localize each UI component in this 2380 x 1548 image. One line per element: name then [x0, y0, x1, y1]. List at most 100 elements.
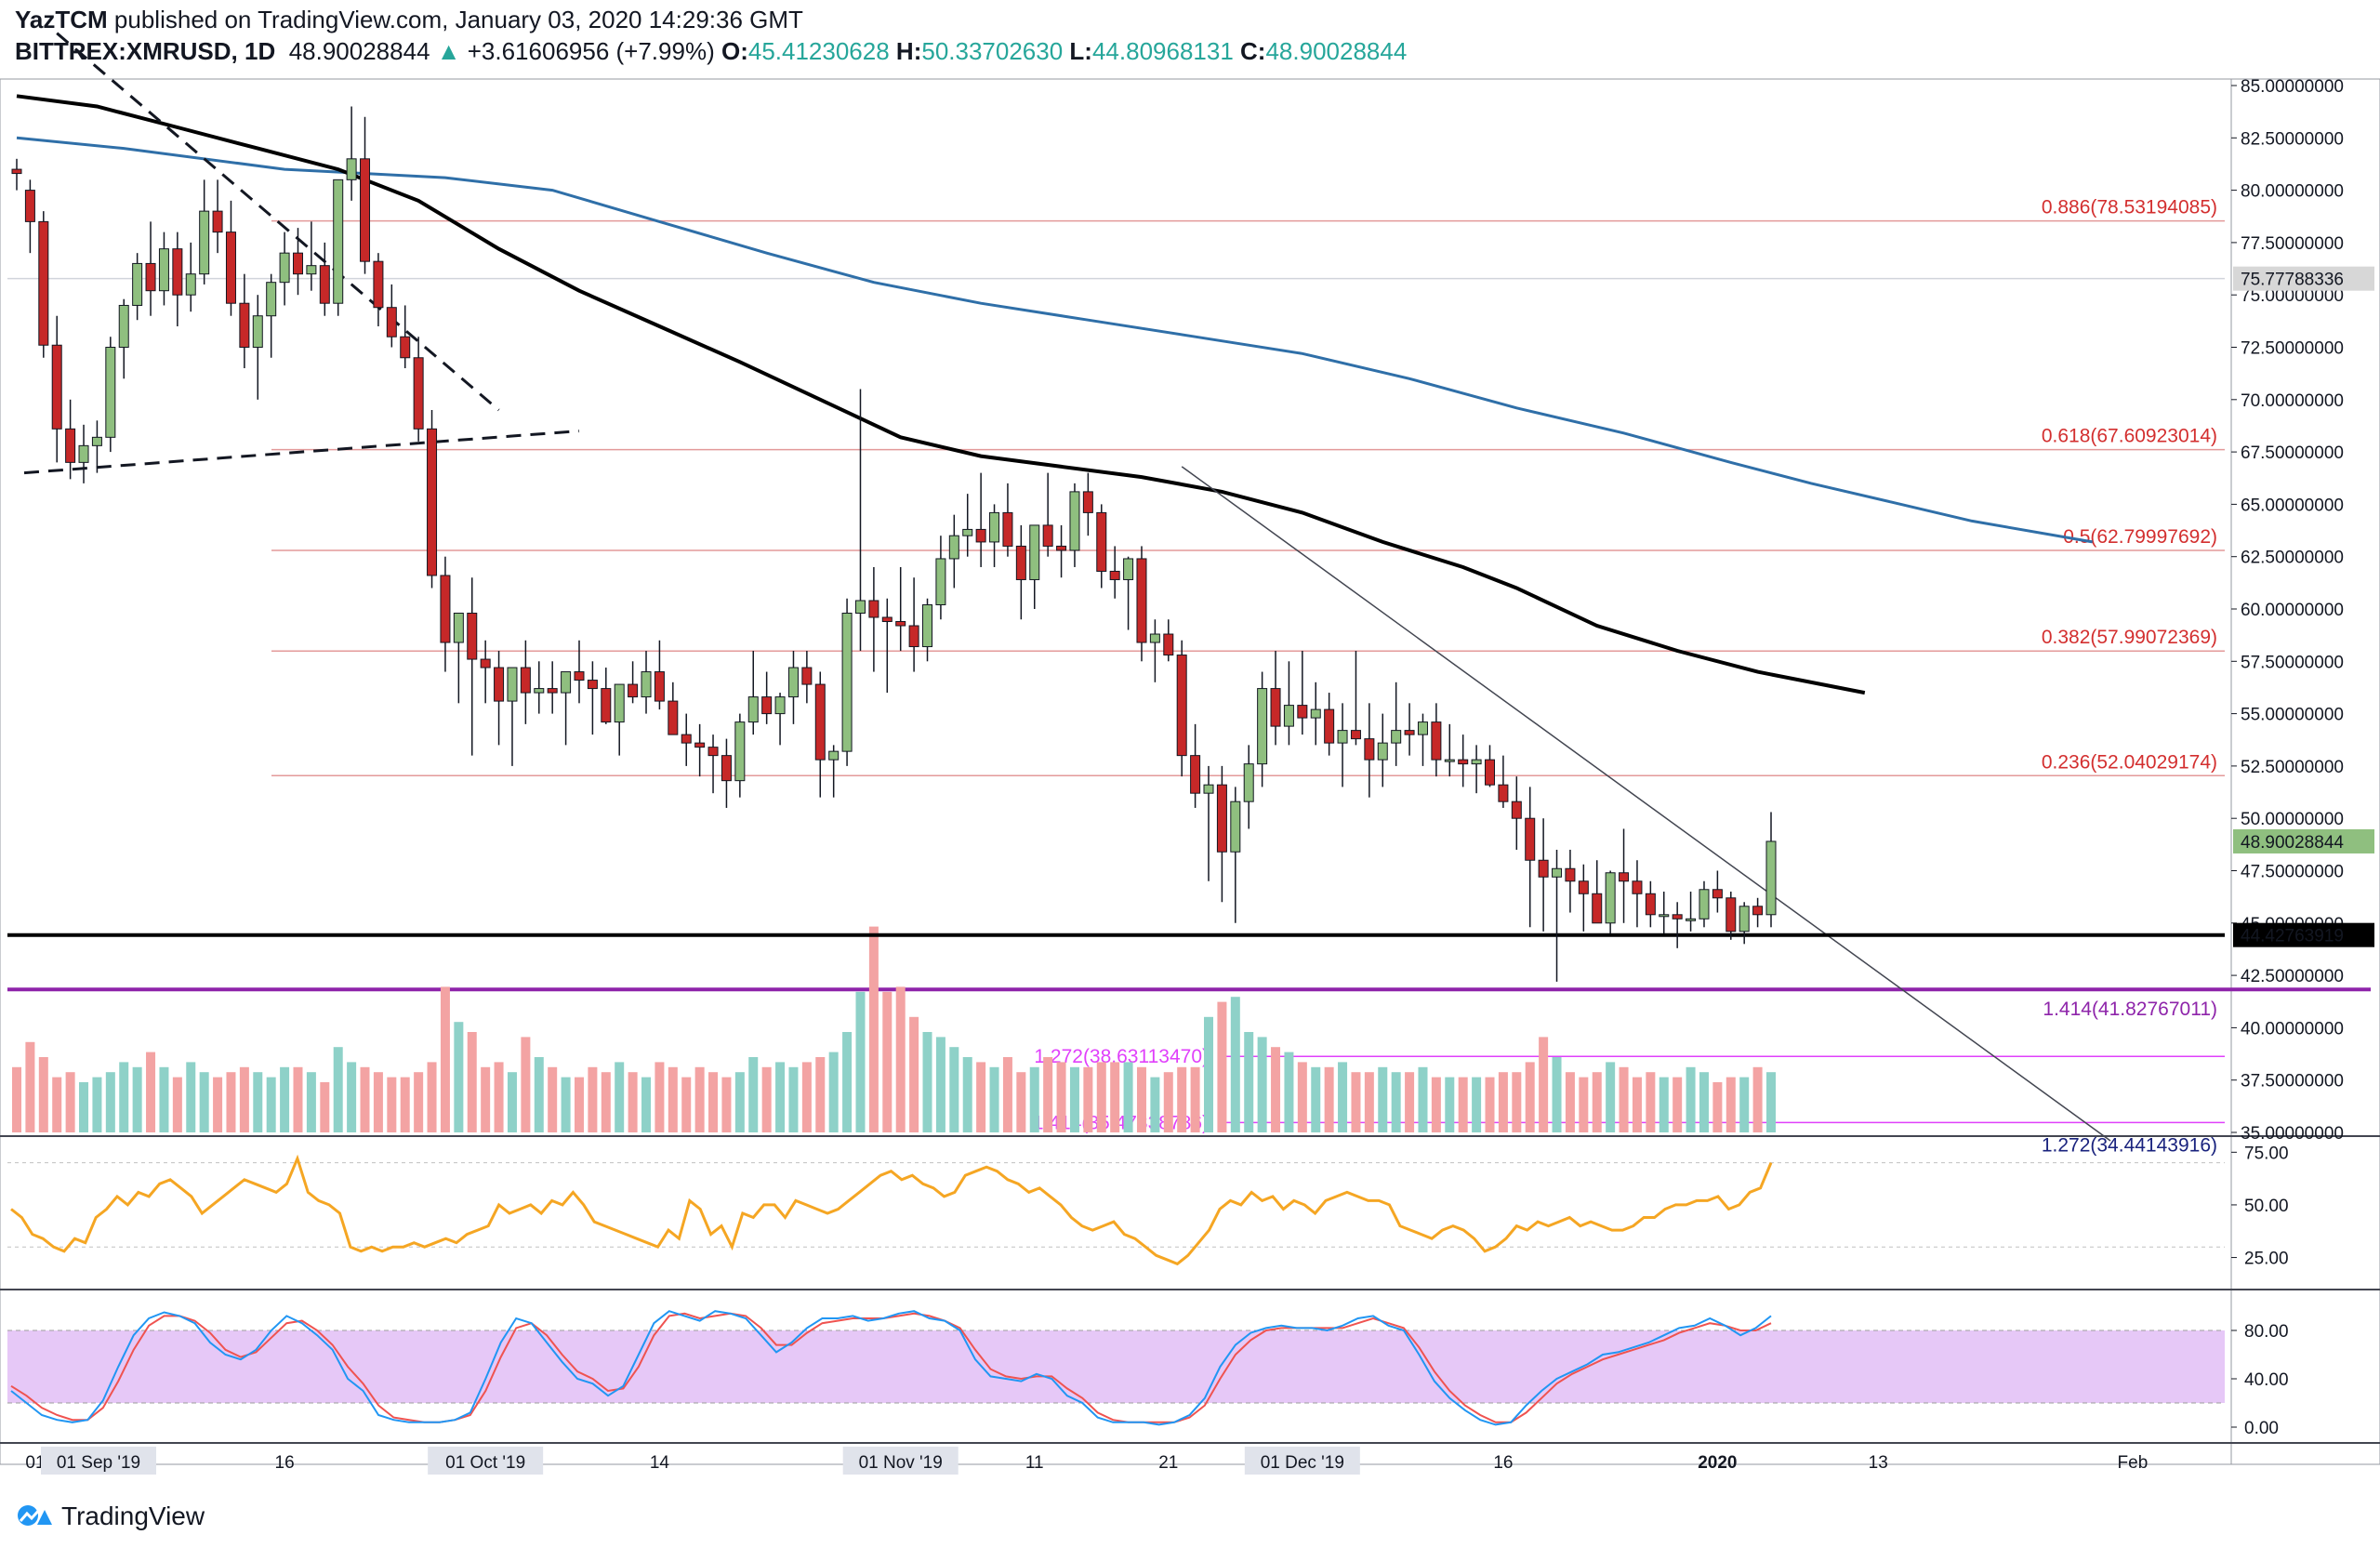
fib-level-label: 0.382(57.99072369) — [2042, 627, 2217, 648]
volume-bar — [213, 1077, 223, 1132]
time-axis-label: 01 Sep '19 — [57, 1453, 140, 1473]
candle-body — [1350, 730, 1361, 740]
candle-body — [922, 603, 933, 648]
time-axis-label: 01 Nov '19 — [859, 1453, 943, 1473]
chart-frame — [0, 78, 2380, 1465]
candle-body — [1136, 558, 1147, 643]
time-axis-label: 13 — [1869, 1453, 1888, 1473]
price-change: +3.61606956 (+7.99%) — [467, 37, 715, 65]
ohlc-legend: BITTREX:XMRUSD, 1D 48.90028844 ▲ +3.6160… — [15, 37, 1407, 66]
candle-body — [1752, 906, 1764, 916]
candle-body — [1391, 730, 1402, 744]
candle-body — [1230, 800, 1241, 853]
volume-bar — [989, 1066, 999, 1132]
fib-level-label: 0.5(62.79997692) — [2063, 526, 2217, 548]
volume-bar — [1338, 1062, 1348, 1132]
volume-bar — [1378, 1066, 1388, 1132]
volume-bar — [494, 1062, 504, 1132]
candle-body — [1645, 893, 1656, 916]
candle-body — [507, 667, 518, 702]
candle-body — [520, 667, 531, 694]
candle-body — [1069, 491, 1080, 551]
volume-bar — [414, 1072, 424, 1132]
candle-body — [1417, 721, 1428, 735]
candle-body — [386, 307, 397, 337]
volume-bar — [38, 1057, 48, 1132]
price-tick-label: 47.50000000 — [2241, 863, 2344, 882]
candle-body — [734, 721, 746, 782]
tradingview-logo[interactable]: TradingView — [17, 1502, 205, 1531]
volume-bar — [1766, 1072, 1776, 1132]
candle-body — [279, 252, 290, 284]
volume-bar — [373, 1072, 383, 1132]
volume-bar — [521, 1037, 531, 1132]
extension-level-label: 1.414(41.82767011) — [2043, 999, 2217, 1020]
candle-body — [1216, 784, 1227, 853]
price-tick-label: 35.00000000 — [2241, 1124, 2344, 1144]
volume-bar — [92, 1077, 102, 1132]
volume-bar — [681, 1077, 692, 1132]
candle-body — [1324, 708, 1335, 744]
candle-body — [681, 734, 692, 744]
candle-body — [948, 535, 959, 560]
high-label: H: — [895, 37, 922, 65]
candle-body — [1565, 867, 1576, 882]
fib-level-label: 0.886(78.53194085) — [2042, 197, 2217, 218]
candle-body — [547, 688, 558, 694]
volume-bar — [1632, 1077, 1642, 1132]
candle-body — [1149, 633, 1160, 643]
volume-bar — [1472, 1077, 1482, 1132]
candle-body — [400, 336, 411, 359]
chart-attribution: YazTCM published on TradingView.com, Jan… — [15, 6, 803, 34]
candle-body — [747, 696, 759, 723]
candle-body — [1096, 511, 1107, 572]
volume-bar — [788, 1066, 799, 1132]
volume-bar — [1123, 1062, 1133, 1132]
candle-body — [1592, 893, 1603, 924]
candle-body — [292, 252, 303, 275]
volume-bar — [427, 1062, 437, 1132]
candle-body — [614, 683, 625, 723]
volume-bar — [172, 1077, 182, 1132]
candle-body — [91, 436, 102, 446]
volume-bar — [293, 1066, 303, 1132]
stoch-band — [7, 1330, 2225, 1403]
volume-bar — [467, 1032, 477, 1132]
candle-body — [707, 747, 719, 757]
time-label-box — [1244, 1447, 1360, 1475]
volume-bar — [1739, 1077, 1750, 1132]
support-dashed-trendline — [23, 430, 580, 475]
price-tick-label: 67.50000000 — [2241, 443, 2344, 463]
symbol-label[interactable]: BITTREX:XMRUSD, 1D — [15, 37, 276, 65]
volume-bar — [1190, 1066, 1200, 1132]
volume-bar — [333, 1047, 343, 1132]
candle-body — [1109, 570, 1120, 580]
time-axis-label: 01 Dec '19 — [1261, 1453, 1344, 1473]
candle-body — [1632, 880, 1643, 894]
volume-bar — [1230, 997, 1240, 1132]
price-tick-label: 77.50000000 — [2241, 234, 2344, 254]
candle-body — [38, 220, 49, 346]
candle-body — [534, 688, 545, 694]
candle-body — [158, 248, 169, 292]
candle-body — [1444, 759, 1455, 762]
extension-level-label: 1.272(38.63113470) — [1034, 1046, 1209, 1067]
candle-body — [24, 190, 35, 222]
candle-body — [881, 616, 892, 623]
candle-body — [212, 210, 223, 233]
candle-body — [51, 344, 62, 430]
stoch-k-line — [10, 1310, 1772, 1426]
rsi-tick-label: 50.00 — [2244, 1197, 2289, 1216]
candle-body — [78, 444, 89, 463]
volume-bar — [440, 986, 450, 1132]
candle-body — [453, 613, 464, 643]
ma-long-line — [16, 136, 2093, 544]
volume-bar — [1069, 1066, 1079, 1132]
author-name[interactable]: YazTCM — [15, 6, 108, 33]
candle-body — [1190, 755, 1201, 794]
candle-body — [1511, 800, 1522, 819]
descending-trendline — [1181, 466, 2111, 1142]
volume-bar — [1217, 1001, 1227, 1132]
time-axis-label: 11 — [1025, 1453, 1044, 1473]
